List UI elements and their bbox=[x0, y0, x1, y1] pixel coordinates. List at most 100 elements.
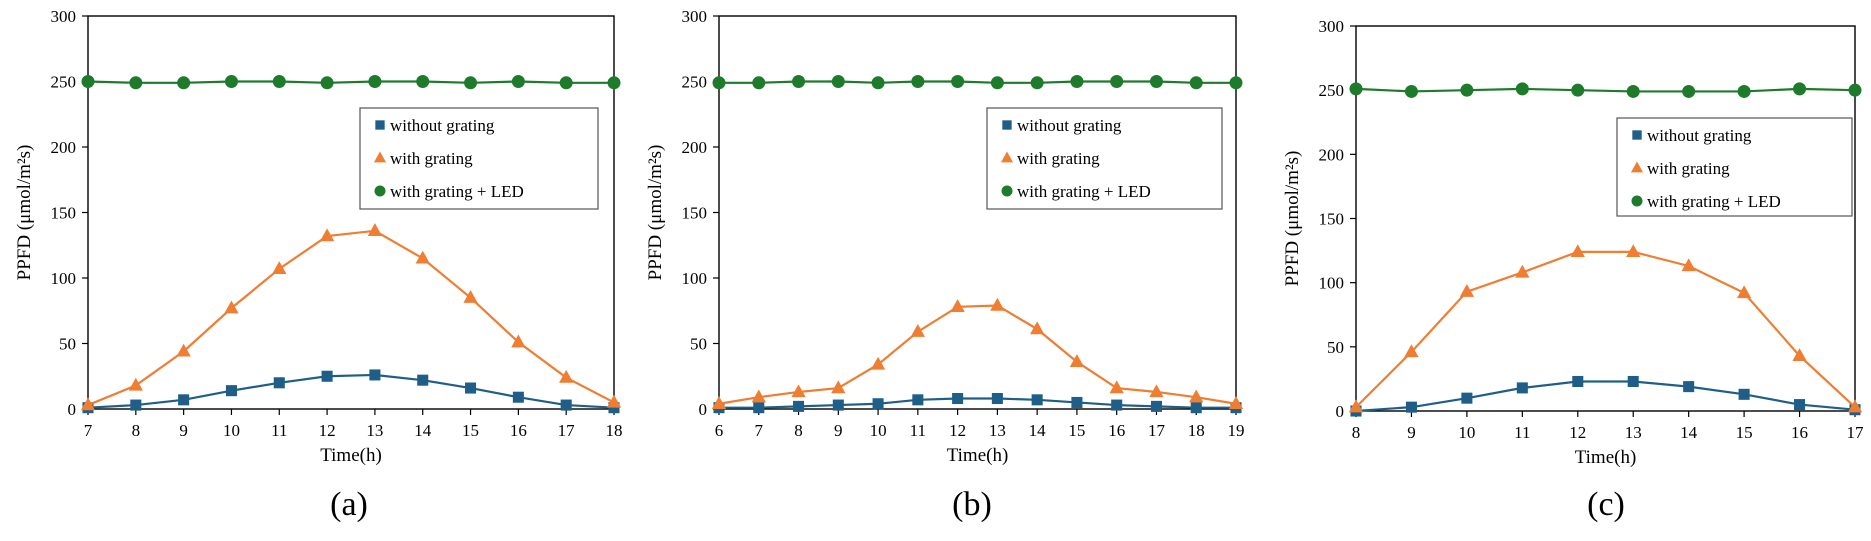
data-point-led bbox=[1030, 76, 1044, 90]
y-tick-label: 250 bbox=[1319, 81, 1345, 100]
data-point-without bbox=[1794, 399, 1806, 411]
data-point-without bbox=[912, 394, 924, 406]
x-tick-label: 16 bbox=[510, 421, 527, 440]
data-point-with bbox=[791, 384, 806, 398]
x-tick-label: 18 bbox=[606, 421, 623, 440]
x-tick-label: 17 bbox=[558, 421, 576, 440]
data-point-led bbox=[224, 75, 238, 88]
data-point-led bbox=[416, 75, 430, 88]
data-point-with bbox=[1515, 264, 1530, 278]
y-tick-label: 100 bbox=[682, 269, 708, 288]
series-line-without bbox=[1355, 380, 1856, 413]
data-point-with bbox=[1736, 285, 1752, 299]
data-point-with bbox=[272, 261, 287, 275]
data-point-without bbox=[753, 402, 765, 414]
data-point-with bbox=[1847, 399, 1863, 413]
data-point-led bbox=[177, 76, 191, 90]
x-tick-label: 13 bbox=[989, 421, 1006, 440]
x-tick-label: 10 bbox=[223, 421, 240, 440]
x-tick-label: 15 bbox=[1068, 421, 1085, 440]
data-point-without bbox=[1190, 402, 1202, 414]
x-tick-label: 11 bbox=[271, 421, 287, 440]
data-point-without bbox=[1683, 381, 1695, 393]
data-point-led bbox=[752, 76, 766, 90]
chart-panel-1: 0 50 100 150 200 250 300 6 7 8 9 10 11 12 13 14 15 16 17 18… bbox=[645, 7, 1245, 466]
x-tick-label: 18 bbox=[1188, 421, 1205, 440]
series-line-led bbox=[719, 80, 1236, 84]
data-point-without bbox=[1031, 394, 1043, 406]
data-point-led bbox=[792, 75, 806, 88]
data-point-without bbox=[1071, 396, 1083, 408]
data-point-led bbox=[81, 75, 95, 88]
x-tick-label: 8 bbox=[132, 421, 141, 440]
legend-label-with: with grating bbox=[1017, 149, 1100, 168]
data-point-led bbox=[129, 76, 143, 90]
data-point-without bbox=[1627, 375, 1639, 388]
data-point-with bbox=[176, 343, 191, 357]
y-tick-label: 50 bbox=[59, 335, 76, 354]
x-tick-label: 11 bbox=[1514, 423, 1530, 442]
legend: without grating with grating with grating … bbox=[359, 107, 599, 210]
x-tick-label: 14 bbox=[1029, 421, 1047, 440]
x-axis-label: Time(h) bbox=[320, 445, 382, 466]
x-tick-label: 8 bbox=[794, 421, 803, 440]
legend-marker-with bbox=[1630, 161, 1644, 173]
data-point-without bbox=[1516, 382, 1528, 394]
plot-frame bbox=[718, 15, 1237, 410]
data-point-with bbox=[606, 394, 622, 408]
data-point-with bbox=[831, 380, 846, 394]
y-tick-label: 0 bbox=[699, 400, 708, 419]
data-point-with bbox=[559, 369, 574, 383]
series-line-with bbox=[718, 304, 1237, 405]
legend-marker-without bbox=[1632, 130, 1642, 140]
y-tick-label: 300 bbox=[1319, 17, 1345, 36]
data-point-without bbox=[1150, 400, 1162, 412]
x-tick-label: 9 bbox=[1407, 423, 1416, 442]
data-point-without bbox=[832, 399, 844, 411]
y-tick-label: 250 bbox=[51, 73, 77, 92]
series-line-without bbox=[719, 397, 1236, 409]
panel-caption-b: (b) bbox=[952, 486, 992, 523]
data-point-with bbox=[1109, 380, 1124, 394]
data-point-with bbox=[1189, 389, 1204, 403]
x-tick-label: 16 bbox=[1791, 423, 1808, 442]
legend: without grating with grating with grating … bbox=[986, 107, 1223, 210]
legend-label-with: with grating bbox=[390, 149, 473, 168]
x-tick-label: 10 bbox=[1458, 423, 1475, 442]
y-tick-label: 150 bbox=[1319, 210, 1345, 229]
data-point-led bbox=[368, 75, 382, 88]
data-point-led bbox=[559, 76, 573, 90]
series-line-with bbox=[87, 229, 615, 407]
legend-marker-without bbox=[375, 120, 385, 130]
data-point-led bbox=[1349, 82, 1363, 96]
data-point-led bbox=[1110, 75, 1124, 88]
data-point-with bbox=[751, 389, 766, 403]
data-point-led bbox=[1149, 75, 1163, 88]
data-point-led bbox=[1571, 83, 1585, 97]
legend-box bbox=[986, 107, 1223, 210]
legend-box bbox=[359, 107, 599, 210]
data-point-with bbox=[1348, 399, 1364, 413]
data-point-with bbox=[1149, 384, 1164, 398]
data-point-with bbox=[1030, 321, 1045, 335]
x-tick-label: 15 bbox=[462, 421, 479, 440]
legend-label-without: without grating bbox=[390, 116, 495, 135]
data-point-without bbox=[225, 385, 237, 397]
y-tick-label: 150 bbox=[682, 204, 708, 223]
data-point-led bbox=[1460, 83, 1474, 97]
legend-label-with: with grating bbox=[1647, 159, 1730, 178]
panel-caption-c: (c) bbox=[1587, 486, 1625, 523]
data-point-led bbox=[1515, 82, 1529, 96]
data-point-led bbox=[911, 75, 925, 88]
data-point-with bbox=[1626, 244, 1641, 258]
x-tick-label: 17 bbox=[1148, 421, 1166, 440]
data-point-with bbox=[1069, 354, 1085, 368]
x-tick-label: 9 bbox=[179, 421, 188, 440]
data-point-with bbox=[367, 223, 383, 237]
x-tick-label: 8 bbox=[1352, 423, 1361, 442]
data-point-without bbox=[1405, 401, 1417, 413]
data-point-led bbox=[951, 75, 965, 88]
data-point-led bbox=[1189, 76, 1203, 90]
y-tick-label: 250 bbox=[682, 73, 708, 92]
